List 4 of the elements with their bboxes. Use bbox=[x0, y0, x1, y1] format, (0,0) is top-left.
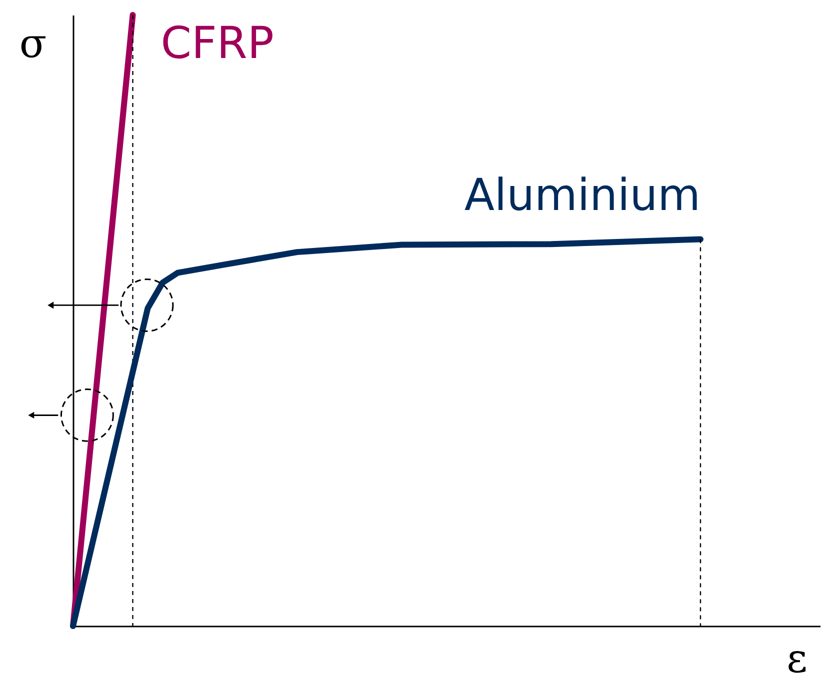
series-label: Aluminium bbox=[464, 170, 700, 222]
text: ε bbox=[786, 636, 808, 679]
series-label: CFRP bbox=[160, 18, 274, 69]
text: σ bbox=[19, 21, 47, 67]
